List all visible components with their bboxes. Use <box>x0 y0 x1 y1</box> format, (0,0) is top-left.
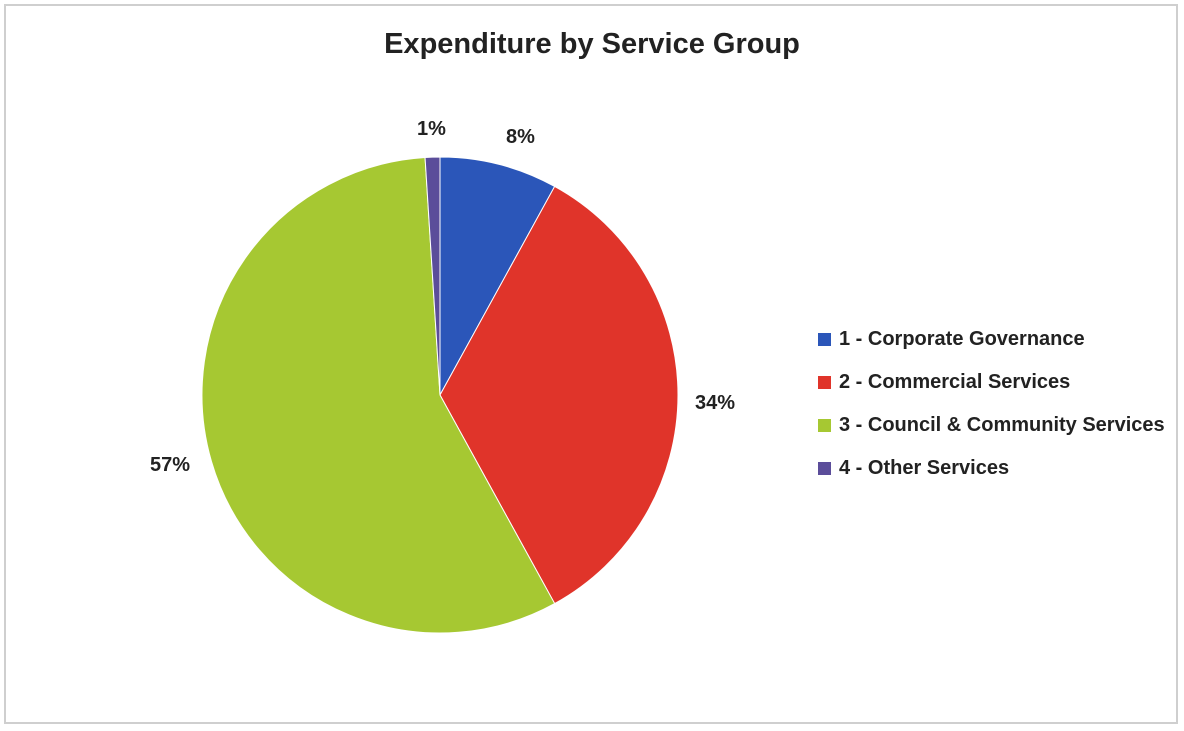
legend-item-commercial-services: 2 - Commercial Services <box>818 361 1165 404</box>
legend-swatch <box>818 333 831 346</box>
legend-item-corporate-governance: 1 - Corporate Governance <box>818 318 1165 361</box>
legend-label: 2 - Commercial Services <box>839 371 1071 393</box>
legend-label: 3 - Council & Community Services <box>839 414 1165 436</box>
data-label-commercial-services: 34% <box>695 392 736 414</box>
legend-label: 1 - Corporate Governance <box>839 328 1085 350</box>
slice-corporate-governance <box>439 156 556 396</box>
slice-council-community-services <box>201 156 556 634</box>
data-label-council-community-services: 57% <box>150 454 191 476</box>
legend-swatch <box>818 419 831 432</box>
legend-swatch <box>818 376 831 389</box>
slice-other-services <box>424 156 441 396</box>
data-label-other-services: 1% <box>417 118 446 140</box>
data-label-corporate-governance: 8% <box>506 126 535 148</box>
legend-item-council-community-services: 3 - Council & Community Services <box>818 404 1165 447</box>
chart-legend: 1 - Corporate Governance 2 - Commercial … <box>818 318 1165 490</box>
slice-commercial-services <box>439 185 679 605</box>
legend-label: 4 - Other Services <box>839 457 1010 479</box>
chart-title: Expenditure by Service Group <box>384 28 800 60</box>
legend-swatch <box>818 462 831 475</box>
legend-item-other-services: 4 - Other Services <box>818 447 1165 490</box>
